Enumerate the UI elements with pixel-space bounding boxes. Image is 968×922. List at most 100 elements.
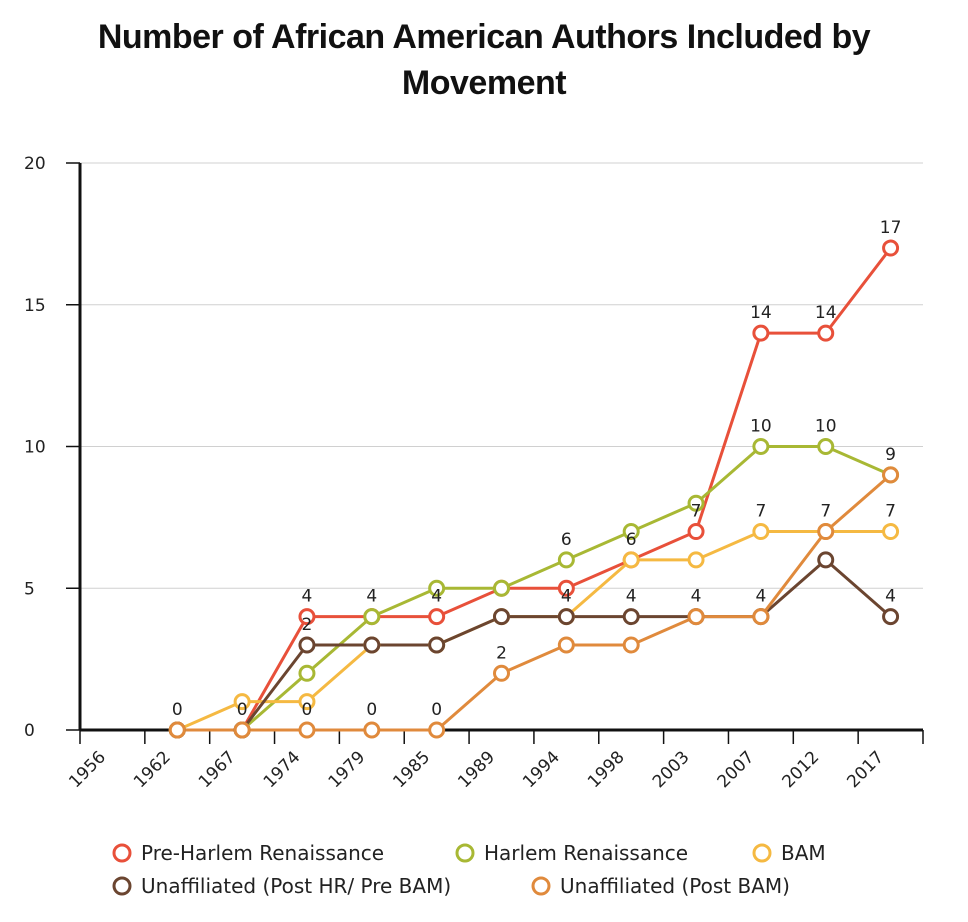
x-tick-label: 1989 bbox=[454, 747, 499, 792]
data-point bbox=[557, 551, 575, 569]
data-label: 0 bbox=[302, 700, 313, 720]
data-label: 0 bbox=[237, 700, 248, 720]
data-point bbox=[493, 608, 510, 626]
legend-label: Unaffiliated (Post HR/ Pre BAM) bbox=[141, 874, 451, 898]
x-tick-label: 1979 bbox=[325, 747, 370, 792]
legend-label: Unaffiliated (Post BAM) bbox=[560, 874, 790, 898]
data-label: 7 bbox=[885, 502, 896, 522]
x-tick-label: 1998 bbox=[584, 747, 629, 792]
data-point bbox=[687, 551, 705, 569]
data-point bbox=[298, 693, 316, 711]
grid-lines bbox=[80, 162, 923, 589]
legend-item: BAM bbox=[752, 841, 826, 865]
legend-marker bbox=[112, 843, 132, 863]
data-point bbox=[687, 608, 705, 626]
data-point bbox=[882, 239, 900, 257]
data-label: 4 bbox=[755, 587, 766, 607]
data-point bbox=[428, 579, 446, 597]
y-tick-label: 20 bbox=[24, 154, 46, 174]
data-point bbox=[428, 721, 446, 739]
y-tick-label: 15 bbox=[24, 296, 46, 316]
data-point bbox=[298, 721, 316, 739]
legend-item: Pre-Harlem Renaissance bbox=[112, 841, 384, 865]
data-point bbox=[687, 523, 705, 541]
data-point bbox=[363, 608, 381, 626]
data-point bbox=[493, 579, 510, 597]
series-group bbox=[168, 239, 900, 739]
data-point bbox=[882, 608, 900, 626]
data-label: 7 bbox=[755, 502, 766, 522]
series-line bbox=[177, 445, 892, 732]
data-label: 17 bbox=[880, 218, 902, 238]
data-point bbox=[298, 664, 316, 682]
data-label: 7 bbox=[820, 502, 831, 522]
data-point bbox=[168, 721, 186, 739]
data-point bbox=[557, 636, 575, 654]
data-point bbox=[428, 636, 446, 654]
y-tick-label: 0 bbox=[24, 721, 35, 741]
data-point bbox=[557, 579, 575, 597]
series-line bbox=[177, 473, 892, 732]
data-label: 2 bbox=[496, 643, 507, 663]
data-label: 7 bbox=[691, 502, 702, 522]
data-point bbox=[557, 608, 575, 626]
data-label: 10 bbox=[815, 417, 837, 437]
data-label: 6 bbox=[626, 530, 637, 550]
data-label: 10 bbox=[750, 417, 772, 437]
legend-marker bbox=[531, 876, 551, 896]
data-point bbox=[882, 466, 900, 484]
x-tick-label: 1956 bbox=[65, 747, 110, 792]
data-label: 4 bbox=[885, 587, 896, 607]
data-point bbox=[363, 636, 381, 654]
data-label: 4 bbox=[431, 587, 442, 607]
chart-title-line-2: Movement bbox=[401, 64, 567, 102]
data-label: 14 bbox=[750, 303, 772, 323]
legend-label: Pre-Harlem Renaissance bbox=[141, 841, 384, 865]
x-tick-label: 1974 bbox=[260, 747, 305, 792]
legend-label: Harlem Renaissance bbox=[484, 841, 688, 865]
data-point bbox=[363, 721, 381, 739]
data-point bbox=[622, 636, 640, 654]
legend-label: BAM bbox=[781, 841, 826, 865]
data-point bbox=[752, 523, 770, 541]
x-tick-label: 2003 bbox=[649, 747, 694, 792]
data-point bbox=[817, 523, 835, 541]
data-point bbox=[817, 438, 835, 455]
data-label: 4 bbox=[561, 587, 572, 607]
legend-item: Unaffiliated (Post BAM) bbox=[531, 874, 790, 898]
data-label: 0 bbox=[172, 700, 183, 720]
data-label: 14 bbox=[815, 303, 837, 323]
legend-item: Harlem Renaissance bbox=[455, 841, 688, 865]
data-label: 4 bbox=[366, 587, 377, 607]
data-point bbox=[233, 693, 251, 711]
legend-item: Unaffiliated (Post HR/ Pre BAM) bbox=[112, 874, 451, 898]
y-axis: 0 5 10 15 20 bbox=[24, 154, 82, 741]
chart-title-line-1: Number of African American Authors Inclu… bbox=[97, 18, 871, 56]
data-point bbox=[752, 324, 770, 342]
data-label: 4 bbox=[691, 587, 702, 607]
legend-marker bbox=[752, 843, 772, 863]
data-point bbox=[622, 551, 640, 569]
chart-title: Number of African American Authors Inclu… bbox=[0, 14, 968, 106]
x-tick-label: 2012 bbox=[779, 747, 824, 792]
data-point bbox=[817, 551, 835, 569]
data-point bbox=[298, 608, 316, 626]
x-tick-label: 1967 bbox=[195, 747, 240, 792]
data-point bbox=[622, 523, 640, 541]
x-axis: 1956 1962 1967 1974 1979 1985 1989 1994 1998 2003… bbox=[65, 728, 924, 792]
data-label: 0 bbox=[431, 700, 442, 720]
series-line bbox=[176, 530, 891, 732]
series-line bbox=[177, 247, 892, 732]
y-tick-label: 10 bbox=[24, 438, 46, 458]
data-point bbox=[428, 608, 446, 626]
series-line bbox=[177, 558, 892, 732]
data-point bbox=[493, 664, 510, 682]
legend: Pre-Harlem Renaissance Harlem Renaissance… bbox=[112, 841, 826, 898]
data-labels: 4 4 4 7 14 14 17 6 10 10 9 6 7 7 7 2 4 4 4 4 4 0 0 0 0 0 2 bbox=[172, 218, 902, 720]
data-point bbox=[752, 608, 770, 626]
data-label: 9 bbox=[885, 445, 896, 465]
x-tick-label: 2017 bbox=[843, 747, 888, 792]
data-label: 4 bbox=[302, 587, 313, 607]
x-tick-label: 1962 bbox=[130, 747, 175, 792]
